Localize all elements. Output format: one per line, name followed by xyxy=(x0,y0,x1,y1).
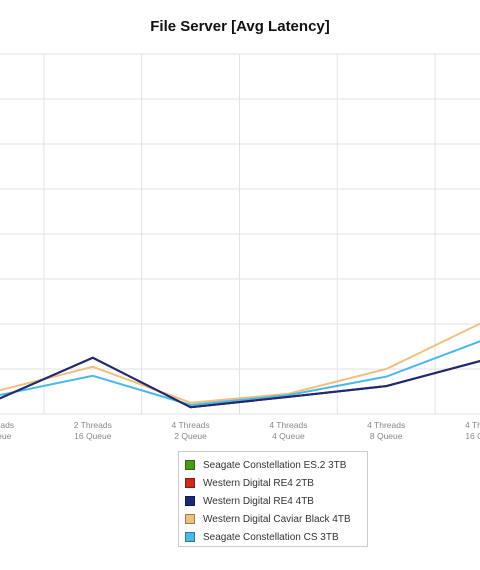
legend-item[interactable]: Western Digital RE4 4TB xyxy=(185,492,367,510)
svg-text:4 Threads: 4 Threads xyxy=(269,420,307,430)
legend-label: Seagate Constellation CS 3TB xyxy=(203,531,339,543)
legend-item[interactable]: Western Digital Caviar Black 4TB xyxy=(185,510,367,528)
legend-label: Western Digital Caviar Black 4TB xyxy=(203,513,351,525)
legend-swatch xyxy=(185,478,195,488)
svg-text:2 Queue: 2 Queue xyxy=(174,431,207,441)
legend-label: Western Digital RE4 4TB xyxy=(203,495,314,507)
legend-item[interactable]: Seagate Constellation ES.2 3TB xyxy=(185,456,367,474)
legend-swatch xyxy=(185,496,195,506)
svg-text:4 Queue: 4 Queue xyxy=(272,431,305,441)
svg-text:2 Threads: 2 Threads xyxy=(74,420,112,430)
chart-title: File Server [Avg Latency] xyxy=(150,18,330,35)
series-line xyxy=(0,356,480,409)
svg-text:1 Queue: 1 Queue xyxy=(0,431,12,441)
svg-text:4 Threads: 4 Threads xyxy=(172,420,210,430)
legend-label: Seagate Constellation ES.2 3TB xyxy=(203,459,347,471)
grid xyxy=(0,53,480,415)
svg-text:4 Threads: 4 Threads xyxy=(367,420,405,430)
svg-text:8 Queue: 8 Queue xyxy=(370,431,403,441)
plot-lines xyxy=(0,322,480,409)
legend-swatch xyxy=(185,460,195,470)
svg-text:16 Queue: 16 Queue xyxy=(465,431,480,441)
legend-item[interactable]: Western Digital RE4 2TB xyxy=(185,474,367,492)
legend-label: Western Digital RE4 2TB xyxy=(203,477,314,489)
legend-swatch xyxy=(185,514,195,524)
svg-text:16 Queue: 16 Queue xyxy=(74,431,112,441)
svg-text:1 Threads: 1 Threads xyxy=(0,420,14,430)
legend-swatch xyxy=(185,532,195,542)
svg-text:4 Threads: 4 Threads xyxy=(465,420,480,430)
legend: Seagate Constellation ES.2 3TB Western Di… xyxy=(178,451,368,547)
series-line xyxy=(0,340,480,407)
legend-item[interactable]: Seagate Constellation CS 3TB xyxy=(185,528,367,546)
